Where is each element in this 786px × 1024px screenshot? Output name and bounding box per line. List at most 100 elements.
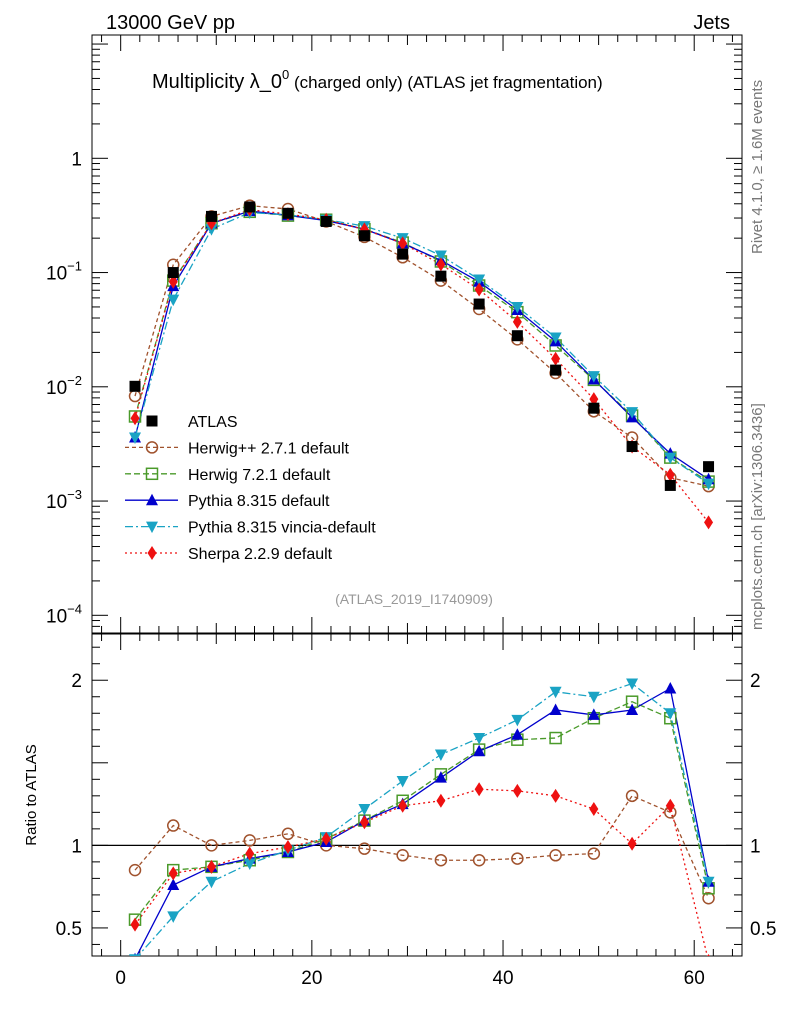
legend-label-herwig7: Herwig 7.2.1 default [188, 467, 331, 484]
point-vincia [664, 452, 677, 465]
y-tick-label: 10−1 [46, 259, 82, 285]
ratio-point-sherpa [245, 846, 255, 861]
x-tick-label: 60 [684, 968, 705, 989]
point-atlas [282, 207, 294, 219]
point-sherpa [551, 351, 561, 366]
ratio-y-tick-label-right: 0.5 [750, 919, 776, 940]
point-atlas [703, 461, 715, 473]
ratio-point-sherpa [474, 782, 484, 797]
ratio-point-sherpa [627, 836, 637, 851]
legend: ATLAS Herwig++ 2.7.1 default Herwig 7.2.1 … [125, 414, 376, 563]
ratio-point-sherpa [130, 917, 140, 932]
point-atlas [320, 215, 332, 227]
ratio-point-herwigpp [625, 789, 639, 803]
ratio-y-tick-label-right: 2 [750, 671, 761, 692]
plot-title: Multiplicity λ_00 (charged only) (ATLAS … [152, 67, 603, 93]
ratio-point-vincia [511, 714, 524, 727]
y-tick-label: 10−4 [46, 601, 82, 627]
legend-label-herwigpp: Herwig++ 2.7.1 default [188, 440, 350, 457]
ratio-point-pythia [167, 878, 180, 890]
ratio-point-sherpa [359, 815, 369, 830]
line-vincia [134, 211, 709, 485]
ratio-line-pythia [135, 687, 710, 956]
ratio-point-herwigpp [167, 819, 180, 832]
legend-marker-herwigpp [145, 441, 159, 454]
legend-marker-sherpa [147, 546, 157, 560]
point-vincia [473, 274, 486, 286]
ratio-point-vincia [549, 686, 562, 699]
ratio-point-pythia [473, 744, 486, 757]
point-vincia [587, 371, 600, 383]
ratio-point-herwigpp [358, 842, 371, 855]
ratio-point-sherpa [665, 798, 675, 813]
x-tick-label: 20 [301, 968, 322, 989]
ratio-line-sherpa [134, 788, 708, 956]
point-sherpa [130, 411, 140, 426]
point-atlas [397, 248, 409, 260]
analysis-id: (ATLAS_2019_I1740909) [335, 591, 493, 607]
x-tick-label: 0 [115, 968, 126, 989]
point-sherpa [436, 257, 446, 272]
main-series-lines [134, 205, 710, 523]
line-pythia [134, 210, 709, 480]
ratio-point-vincia [473, 733, 486, 745]
ratio-point-pythia [434, 771, 447, 783]
point-atlas [664, 479, 676, 491]
point-atlas [244, 201, 256, 213]
header-right: Jets [693, 12, 730, 34]
point-sherpa [589, 392, 599, 407]
ratio-point-herwigpp [434, 853, 448, 867]
point-vincia [129, 432, 142, 444]
ratio-point-vincia [358, 804, 371, 816]
point-sherpa [512, 314, 522, 329]
ratio-point-vincia [664, 708, 677, 720]
ratio-y-tick-label-left: 0.5 [56, 919, 82, 940]
ratio-point-vincia [434, 749, 447, 762]
ratio-y-tick-label-right: 1 [750, 836, 761, 857]
ratio-point-pythia [664, 681, 677, 694]
ratio-point-sherpa [206, 859, 216, 874]
main-series-markers [128, 199, 715, 530]
ratio-point-sherpa [589, 802, 599, 817]
legend-marker-vincia [146, 521, 158, 534]
ratio-plot-frame [91, 633, 743, 957]
ratio-point-sherpa [321, 831, 331, 846]
point-sherpa [474, 282, 484, 297]
legend-label-sherpa: Sherpa 2.2.9 default [188, 546, 333, 563]
point-atlas [473, 298, 485, 310]
ratio-line-vincia [137, 682, 710, 956]
ratio-point-herwigpp [511, 852, 524, 865]
ratio-point-herwigpp [396, 849, 409, 862]
point-atlas [358, 230, 370, 242]
ratio-point-vincia [396, 775, 409, 788]
ratio-point-pythia [587, 708, 600, 720]
ratio-line-herwig7 [134, 700, 710, 921]
point-atlas [626, 441, 638, 453]
ratio-series-lines [134, 682, 710, 956]
ratio-y-tick-label-left: 2 [71, 671, 82, 692]
ratio-point-herwigpp [205, 839, 218, 852]
ratio-point-herwigpp [702, 891, 715, 905]
line-sherpa [134, 209, 710, 523]
ratio-point-herwig7 [549, 731, 562, 745]
ratio-point-herwigpp [281, 827, 295, 841]
ratio-point-vincia [129, 954, 142, 956]
ratio-point-pythia [626, 703, 639, 715]
point-atlas [511, 330, 523, 342]
ratio-point-vincia [702, 876, 715, 889]
legend-label-pythia: Pythia 8.315 default [188, 493, 330, 510]
main-axes: 10−4 10−3 10−2 10−1 1 [46, 35, 742, 634]
ratio-point-herwigpp [587, 847, 601, 860]
ratio-y-tick-label-left: 1 [71, 836, 82, 857]
ratio-point-vincia [205, 876, 218, 889]
y-tick-label: 1 [71, 149, 82, 170]
x-tick-label: 40 [492, 968, 513, 989]
ratio-point-sherpa [551, 788, 561, 803]
legend-label-atlas: ATLAS [188, 414, 238, 431]
mcplots-label: mcplots.cern.ch [arXiv:1306.3436] [749, 403, 766, 630]
rivet-label: Rivet 4.1.0, ≥ 1.6M events [749, 80, 766, 254]
point-atlas [588, 402, 600, 414]
point-vincia [549, 332, 562, 345]
ratio-point-sherpa [707, 953, 710, 956]
point-atlas [129, 380, 141, 392]
